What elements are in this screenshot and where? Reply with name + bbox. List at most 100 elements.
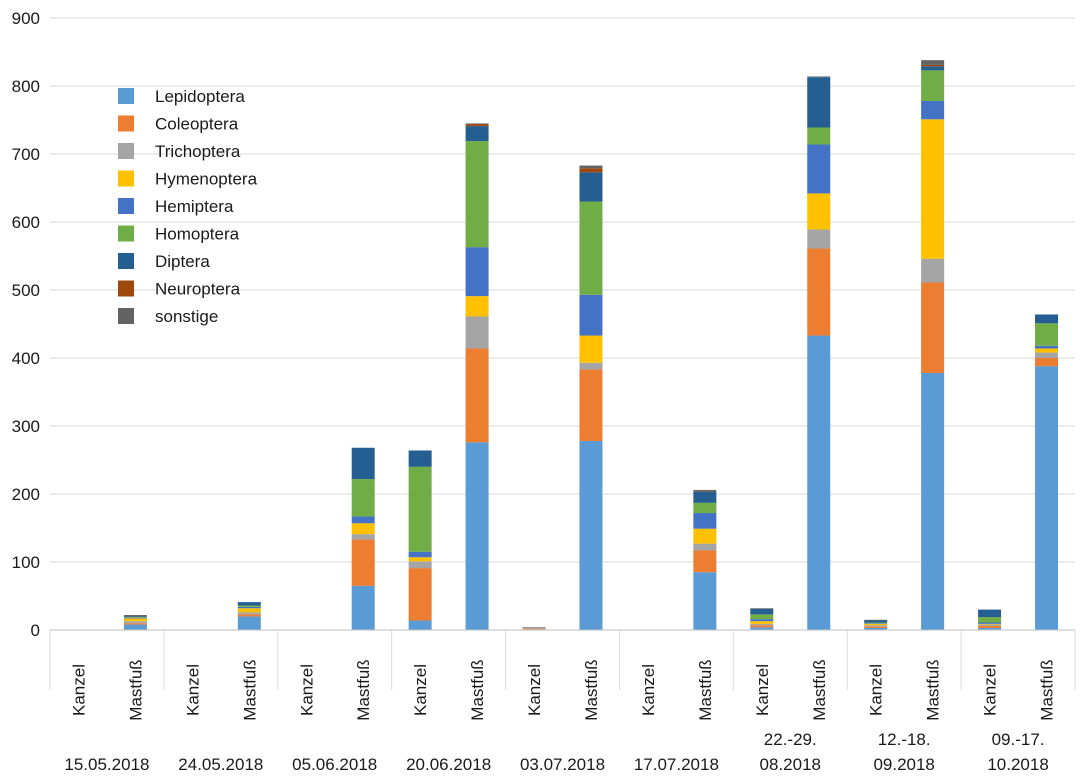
bar-segment-hemiptera [750,619,774,622]
group-label: 24.05.2018 [178,755,263,774]
bar-segment-trichoptera [693,543,717,551]
bar-segment-hymenoptera [807,193,831,230]
bar-segment-homoptera [1035,323,1059,346]
legend-swatch-hemiptera [118,198,134,214]
bar-segment-sonstige [522,627,546,628]
bar-segment-coleoptera [750,625,774,628]
category-label: Mastfuß [582,659,601,720]
bar-segment-lepidoptera [693,572,717,630]
bar-segment-coleoptera [237,614,261,617]
y-tick-label: 900 [12,9,40,28]
bar-segment-coleoptera [522,628,546,630]
bar-segment-trichoptera [465,316,489,349]
bar-segment-sonstige [579,165,603,169]
y-tick-label: 600 [12,213,40,232]
bar-segment-lepidoptera [750,627,774,630]
legend-label: Hemiptera [155,197,234,216]
bar-segment-hymenoptera [408,557,432,562]
bar-segment-trichoptera [579,362,603,370]
bar-segment-lepidoptera [978,627,1002,630]
bar-segment-homoptera [123,617,147,618]
category-label: Mastfuß [810,659,829,720]
category-label: Kanzel [183,664,202,716]
category-label: Kanzel [753,664,772,716]
bar-segment-lepidoptera [351,585,375,630]
category-label: Kanzel [297,664,316,716]
legend-swatch-neuroptera [118,280,134,297]
bar-segment-hemiptera [807,144,831,194]
bar-segment-coleoptera [978,625,1002,628]
bar-segment-homoptera [408,466,432,552]
bar-segment-lepidoptera [864,627,888,630]
bar-segment-neuroptera [579,168,603,173]
bar-segment-homoptera [750,614,774,620]
bar-segment-coleoptera [579,369,603,441]
y-tick-label: 0 [31,621,40,640]
bar-segment-sonstige [123,615,147,617]
group-label: 17.07.2018 [634,755,719,774]
legend-label: Diptera [155,252,210,271]
group-label: 09.2018 [873,755,934,774]
bar-segment-hymenoptera [351,523,375,535]
bar-segment-hymenoptera [237,608,261,613]
bar-segment-diptera [579,172,603,202]
group-label: 15.05.2018 [64,755,149,774]
bar-segment-diptera [921,66,945,71]
bar-segment-sonstige [750,608,774,609]
category-label: Mastfuß [240,659,259,720]
bar-segment-trichoptera [807,229,831,249]
bar-segment-homoptera [579,201,603,295]
group-label: 12.-18. [878,730,931,749]
bars [123,60,1059,630]
category-label: Mastfuß [696,659,715,720]
bar-segment-coleoptera [864,626,888,628]
bar-segment-hemiptera [351,516,375,524]
bar-segment-hemiptera [1035,345,1059,349]
bar-segment-neuroptera [693,490,717,492]
bar-segment-hymenoptera [693,528,717,544]
bar-segment-diptera [807,77,831,128]
legend-swatch-diptera [118,253,134,269]
category-label: Kanzel [981,664,1000,716]
bar-segment-hymenoptera [123,618,147,622]
legend-swatch-hymenoptera [118,170,134,187]
category-label: Kanzel [867,664,886,716]
legend-label: Coleoptera [155,115,239,134]
category-label: Kanzel [639,664,658,716]
bar-segment-hemiptera [693,513,717,529]
bar-segment-coleoptera [123,623,147,625]
bar-segment-diptera [237,602,261,606]
bar-segment-sonstige [921,60,945,65]
bar-segment-lepidoptera [237,616,261,630]
bar-segment-hemiptera [123,617,147,619]
bar-segment-trichoptera [522,627,546,629]
group-label: 20.06.2018 [406,755,491,774]
bar-segment-lepidoptera [1035,366,1059,630]
bar-segment-trichoptera [237,612,261,615]
category-label: Mastfuß [354,659,373,720]
bar-segment-trichoptera [921,258,945,283]
bar-segment-homoptera [693,502,717,514]
bar-segment-lepidoptera [921,372,945,630]
bar-segment-coleoptera [351,539,375,586]
y-tick-label: 300 [12,417,40,436]
category-label: Mastfuß [1038,659,1057,720]
bar-segment-hymenoptera [579,335,603,363]
category-label: Kanzel [411,664,430,716]
legend-swatch-sonstige [118,308,134,324]
y-tick-label: 100 [12,553,40,572]
group-label: 03.07.2018 [520,755,605,774]
bar-segment-trichoptera [1035,352,1059,358]
bar-segment-trichoptera [978,624,1002,626]
bar-segment-diptera [1035,314,1059,324]
bar-segment-trichoptera [864,625,888,627]
bar-segment-coleoptera [465,348,489,443]
bar-segment-hymenoptera [1035,348,1059,353]
bar-segment-lepidoptera [123,624,147,630]
legend-label: Hymenoptera [155,170,258,189]
legend: Lepidoptera Coleoptera Trichoptera Hymenopt… [118,87,258,326]
bar-segment-sonstige [693,489,717,491]
bar-segment-coleoptera [1035,358,1059,367]
legend-label: Neuroptera [155,280,241,299]
